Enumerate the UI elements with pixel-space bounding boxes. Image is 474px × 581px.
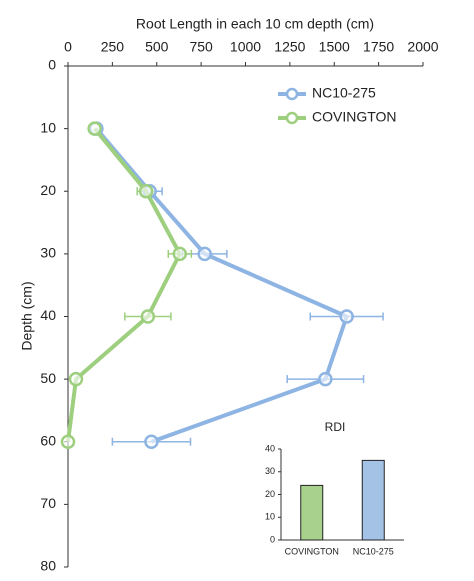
y-tick-label: 0 bbox=[48, 57, 56, 73]
y-tick-label: 60 bbox=[40, 432, 56, 448]
y-tick-label: 30 bbox=[40, 245, 56, 261]
x-tick-label: 1250 bbox=[274, 39, 305, 55]
inset-title: RDI bbox=[325, 420, 346, 434]
marker bbox=[140, 309, 156, 324]
x-tick-label: 2000 bbox=[407, 39, 438, 55]
legend-marker bbox=[285, 87, 299, 101]
inset-x-tick-label: NC10-275 bbox=[353, 546, 394, 556]
marker bbox=[144, 434, 159, 449]
x-tick-label: 1750 bbox=[363, 39, 394, 55]
y-tick-label: 50 bbox=[40, 370, 56, 386]
x-tick-label: 1500 bbox=[319, 39, 350, 55]
marker bbox=[60, 434, 76, 449]
inset-y-tick-label: 10 bbox=[265, 512, 275, 522]
y-tick-label: 20 bbox=[40, 182, 56, 198]
x-tick-label: 750 bbox=[189, 39, 213, 55]
y-axis-label: Depth (cm) bbox=[19, 281, 35, 350]
y-tick-label: 70 bbox=[40, 495, 56, 511]
series-line bbox=[94, 127, 349, 444]
marker bbox=[87, 121, 102, 136]
marker bbox=[197, 246, 212, 262]
chart-title: Root Length in each 10 cm depth (cm) bbox=[136, 16, 374, 32]
inset-y-tick-label: 0 bbox=[270, 534, 275, 544]
y-tick-label: 40 bbox=[40, 307, 56, 323]
marker bbox=[68, 371, 84, 387]
inset-y-tick-label: 40 bbox=[265, 443, 275, 453]
x-tick-label: 1000 bbox=[230, 39, 261, 55]
inset-y-tick-label: 20 bbox=[265, 489, 275, 499]
bar bbox=[300, 484, 324, 541]
legend-marker bbox=[285, 111, 299, 125]
inset-x-tick-label: COVINGTON bbox=[285, 546, 339, 556]
marker bbox=[318, 371, 333, 387]
marker bbox=[172, 246, 188, 262]
marker bbox=[339, 309, 354, 324]
legend-label: NC10-275 bbox=[312, 85, 376, 101]
bar bbox=[361, 459, 385, 541]
y-tick-label: 80 bbox=[40, 558, 56, 574]
legend-label: COVINGTON bbox=[312, 109, 397, 125]
x-tick-label: 0 bbox=[64, 39, 72, 55]
series-line bbox=[66, 127, 182, 443]
inset-y-tick-label: 30 bbox=[265, 466, 275, 476]
x-tick-label: 500 bbox=[145, 39, 169, 55]
x-tick-label: 250 bbox=[101, 39, 125, 55]
y-tick-label: 10 bbox=[40, 119, 56, 135]
marker bbox=[138, 184, 154, 199]
